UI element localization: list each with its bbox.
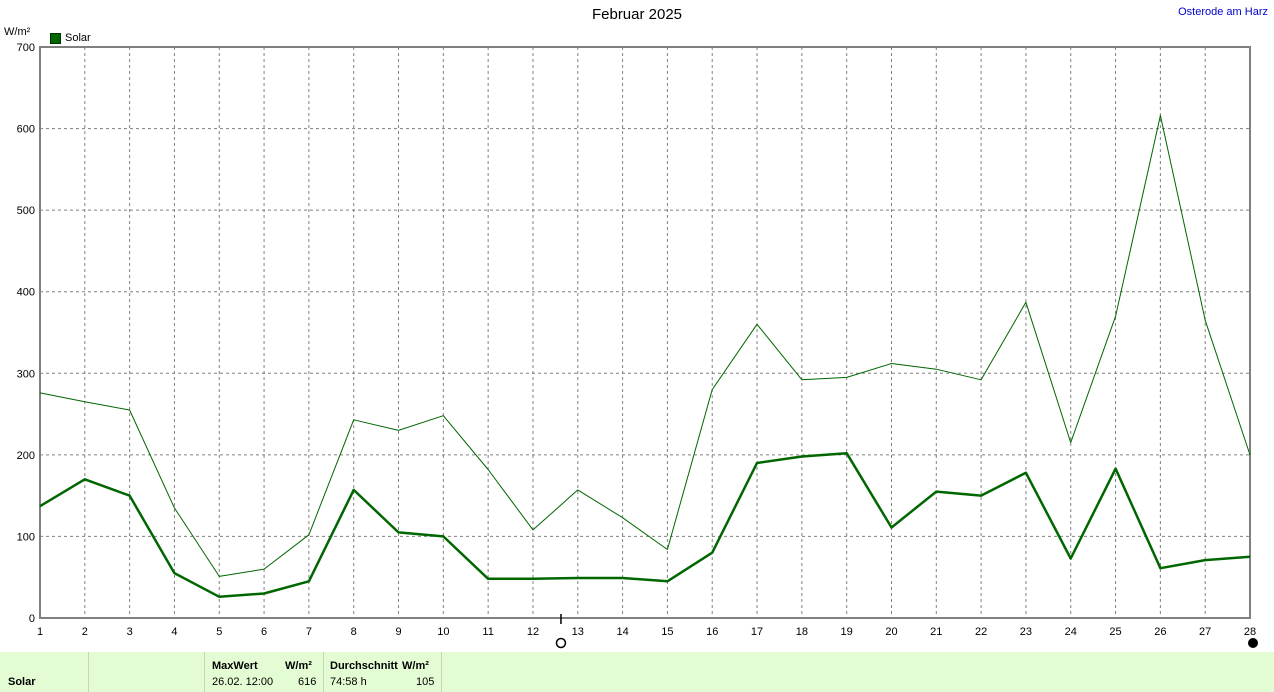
x-tick-label: 7 <box>306 626 312 638</box>
stats-avg-header: Durchschnitt <box>330 660 398 672</box>
y-tick-label: 200 <box>17 450 35 462</box>
x-tick-label: 16 <box>706 626 718 638</box>
x-tick-label: 17 <box>751 626 763 638</box>
x-tick-label: 25 <box>1109 626 1121 638</box>
x-tick-label: 23 <box>1020 626 1032 638</box>
y-tick-label: 700 <box>17 42 35 54</box>
y-tick-label: 600 <box>17 124 35 136</box>
scroll-marker-icon[interactable] <box>555 637 567 649</box>
x-tick-label: 18 <box>796 626 808 638</box>
plot-frame <box>39 46 1251 619</box>
stats-max-date: 26.02. 12:00 <box>212 676 274 688</box>
stats-avg-time: 74:58 h <box>330 676 367 688</box>
stats-series-name: Solar <box>8 676 36 688</box>
x-tick-label: 4 <box>171 626 177 638</box>
y-tick-label: 0 <box>29 613 35 625</box>
x-tick-label: 20 <box>885 626 897 638</box>
x-tick-label: 1 <box>37 626 43 638</box>
x-tick-label: 26 <box>1154 626 1166 638</box>
stats-spacer-cell <box>89 652 205 692</box>
location-link[interactable]: Osterode am Harz <box>1178 6 1268 18</box>
y-tick-label: 300 <box>17 368 35 380</box>
x-tick-label: 15 <box>661 626 673 638</box>
x-tick-label: 12 <box>527 626 539 638</box>
x-tick-label: 9 <box>395 626 401 638</box>
x-tick-label: 11 <box>482 626 493 638</box>
x-tick-label: 3 <box>127 626 133 638</box>
x-tick-label: 28 <box>1244 626 1256 638</box>
chart-area: 1 2 3 4 5 6 7 8 9 10 11 12 13 14 15 16 17 18 19 20 21 22 23 24 2… <box>17 42 1258 649</box>
chart-title: Februar 2025 <box>591 6 683 23</box>
stats-bar: Solar MaxWert W/m² 26.02. 12:00 616 Durc… <box>0 652 1274 692</box>
x-tick-label: 21 <box>930 626 942 638</box>
stats-max-header: MaxWert <box>212 660 258 672</box>
legend[interactable]: Solar <box>50 32 91 44</box>
end-marker-icon[interactable] <box>1248 638 1258 648</box>
x-tick-label: 22 <box>975 626 987 638</box>
x-tick-label: 2 <box>82 626 88 638</box>
x-tick-label: 10 <box>437 626 449 638</box>
stats-avg-unit-header: W/m² <box>402 660 429 672</box>
stats-max-unit-header: W/m² <box>285 660 312 672</box>
x-tick-label: 24 <box>1065 626 1077 638</box>
series-line-daily-average <box>39 451 1251 599</box>
x-tick-label: 6 <box>261 626 267 638</box>
stats-max-cell <box>205 652 324 692</box>
x-tick-label: 19 <box>841 626 853 638</box>
stats-avg-cell <box>324 652 442 692</box>
y-tick-label: 400 <box>17 287 35 299</box>
stats-series-cell <box>0 652 89 692</box>
legend-swatch <box>50 32 61 44</box>
stats-max-value: 616 <box>298 676 317 688</box>
x-tick-label: 5 <box>216 626 222 638</box>
series-line-daily-maximum <box>39 115 1251 577</box>
y-tick-label: 500 <box>17 205 35 217</box>
stats-avg-value: 105 <box>416 676 435 688</box>
y-tick-label: 100 <box>17 531 35 543</box>
x-tick-label: 8 <box>351 626 357 638</box>
x-tick-label: 14 <box>616 626 628 638</box>
x-tick-label: 27 <box>1199 626 1211 638</box>
x-tick-label: 13 <box>572 626 584 638</box>
legend-label: Solar <box>65 32 91 44</box>
y-axis-unit-label: W/m² <box>4 26 31 38</box>
